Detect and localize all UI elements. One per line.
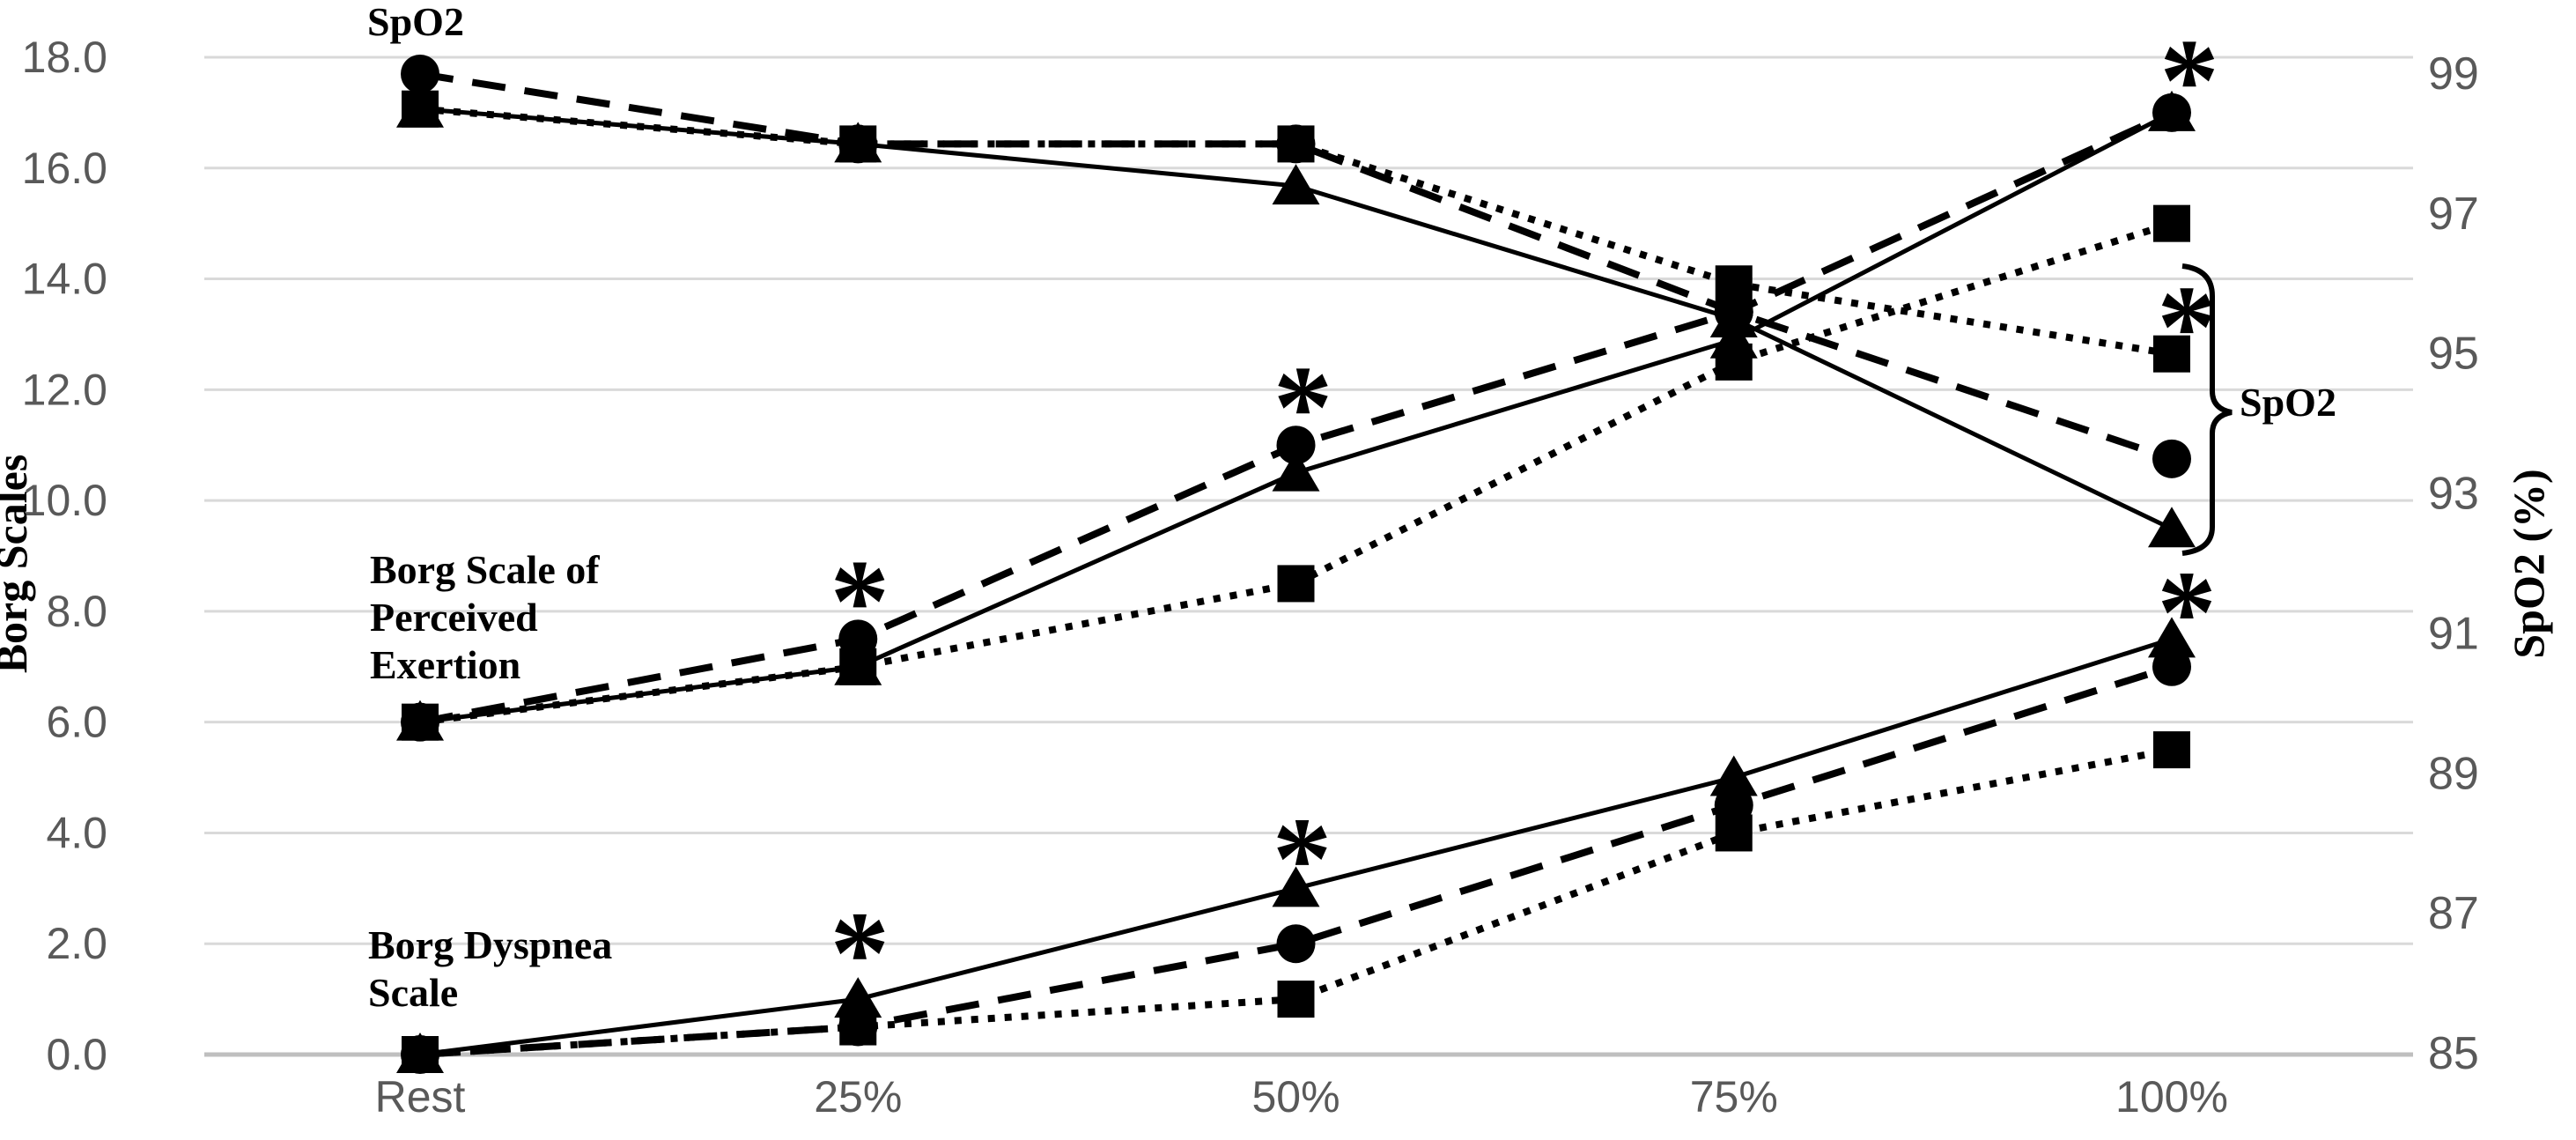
data-point-square bbox=[1277, 981, 1315, 1018]
right-axis-tick-label: 99 bbox=[2428, 48, 2479, 100]
data-point-square bbox=[1715, 814, 1753, 852]
left-axis-tick-label: 12.0 bbox=[22, 365, 107, 414]
data-point-triangle bbox=[1272, 866, 1320, 907]
spo2-top-label: SpO2 bbox=[367, 0, 464, 44]
significance-asterisk: * bbox=[1273, 794, 1332, 925]
significance-asterisk: * bbox=[2159, 15, 2219, 146]
left-axis-tick-label: 4.0 bbox=[46, 808, 107, 857]
significance-asterisk: * bbox=[830, 888, 890, 1019]
data-point-triangle bbox=[1272, 450, 1320, 492]
data-point-square bbox=[402, 1036, 439, 1073]
x-axis-tick-label: 100% bbox=[2115, 1072, 2228, 1121]
significance-asterisk: * bbox=[830, 537, 890, 668]
left-axis-title: Borg Scales bbox=[0, 455, 36, 674]
spo2-bracket bbox=[2181, 263, 2233, 556]
data-point-circle bbox=[1276, 924, 1316, 964]
right-axis-tick-label: 89 bbox=[2428, 748, 2479, 799]
data-point-circle bbox=[2152, 439, 2191, 478]
right-axis-tick-label: 97 bbox=[2428, 189, 2479, 240]
exertion-group-label: Borg Scale of Perceived Exertion bbox=[370, 547, 600, 687]
data-point-circle bbox=[1276, 426, 1316, 465]
series-line-circle bbox=[419, 663, 2174, 1058]
data-point-square bbox=[1277, 125, 1315, 163]
data-point-triangle bbox=[1272, 164, 1320, 205]
left-axis-tick-label: 6.0 bbox=[46, 698, 107, 747]
dyspnea-group-label: Borg Dyspnea Scale bbox=[368, 922, 612, 1015]
left-axis-tick-label: 14.0 bbox=[22, 255, 107, 304]
left-axis-tick-label: 0.0 bbox=[46, 1030, 107, 1079]
significance-asterisk: * bbox=[1273, 342, 1333, 473]
x-axis-tick-label: 25% bbox=[814, 1072, 902, 1121]
left-axis-tick-label: 2.0 bbox=[46, 919, 107, 968]
left-axis-tick-label: 10.0 bbox=[22, 476, 107, 525]
x-axis-tick-label: 50% bbox=[1251, 1072, 1340, 1121]
data-point-square bbox=[1277, 565, 1315, 603]
right-axis-title: SpO2 (%) bbox=[2504, 469, 2553, 658]
data-point-triangle bbox=[1709, 755, 1758, 796]
right-axis-tick-label: 93 bbox=[2428, 469, 2479, 520]
left-axis-tick-label: 16.0 bbox=[22, 144, 107, 193]
right-axis-tick-label: 91 bbox=[2428, 608, 2479, 659]
right-axis-tick-label: 85 bbox=[2428, 1028, 2479, 1079]
significance-asterisk: * bbox=[2157, 262, 2217, 393]
data-point-square bbox=[402, 90, 439, 128]
data-point-circle bbox=[2152, 93, 2191, 132]
data-point-square bbox=[2153, 204, 2190, 242]
data-point-square bbox=[1715, 343, 1753, 381]
data-point-circle bbox=[1714, 292, 1753, 332]
data-point-square bbox=[839, 1008, 877, 1046]
x-axis-tick-label: Rest bbox=[375, 1072, 466, 1121]
data-point-triangle bbox=[2148, 507, 2196, 548]
left-axis-tick-label: 8.0 bbox=[46, 587, 107, 636]
data-point-triangle bbox=[834, 977, 882, 1018]
data-point-square bbox=[839, 648, 877, 685]
data-point-circle bbox=[401, 54, 439, 93]
right-axis-tick-label: 95 bbox=[2428, 329, 2479, 380]
data-point-circle bbox=[2152, 647, 2191, 686]
data-point-square bbox=[1715, 265, 1753, 303]
right-axis-tick-label: 87 bbox=[2428, 888, 2479, 939]
data-point-triangle bbox=[2148, 617, 2196, 658]
series-line-circle bbox=[419, 70, 2174, 463]
significance-asterisk: * bbox=[2157, 547, 2217, 678]
left-axis-tick-label: 18.0 bbox=[22, 33, 107, 82]
x-axis-tick-label: 75% bbox=[1690, 1072, 1778, 1121]
data-point-square bbox=[839, 125, 877, 163]
data-point-square bbox=[2153, 731, 2190, 769]
data-point-square bbox=[2153, 335, 2190, 373]
spo2-bracket-label: SpO2 bbox=[2240, 380, 2336, 425]
data-point-square bbox=[402, 703, 439, 741]
series-line-square bbox=[419, 746, 2173, 1058]
